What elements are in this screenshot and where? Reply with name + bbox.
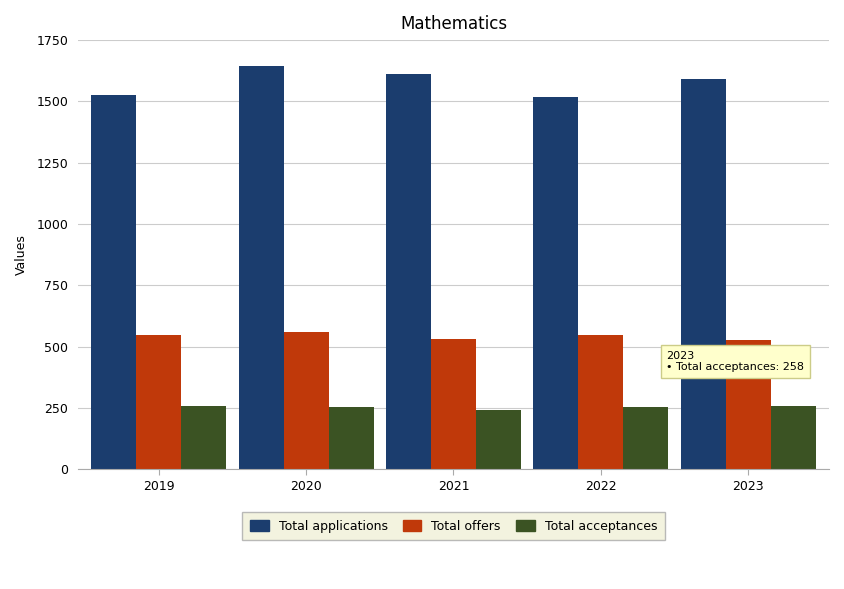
Bar (623, 406, 668, 469)
Bar (476, 410, 521, 469)
Bar (137, 335, 181, 469)
Bar (239, 66, 284, 469)
Legend: Total applications, Total offers, Total acceptances: Total applications, Total offers, Total … (242, 512, 664, 540)
Bar (284, 332, 328, 469)
Bar (328, 408, 374, 469)
Bar (431, 339, 476, 469)
Title: Mathematics: Mathematics (400, 15, 507, 33)
Y-axis label: Values: Values (15, 234, 28, 275)
Bar (91, 95, 137, 469)
Bar (578, 335, 623, 469)
Bar (386, 74, 431, 469)
Text: 2023
• Total acceptances: 258: 2023 • Total acceptances: 258 (666, 351, 804, 372)
Bar (181, 406, 226, 469)
Bar (771, 406, 815, 469)
Bar (533, 97, 578, 469)
Bar (726, 340, 771, 469)
Bar (680, 80, 726, 469)
